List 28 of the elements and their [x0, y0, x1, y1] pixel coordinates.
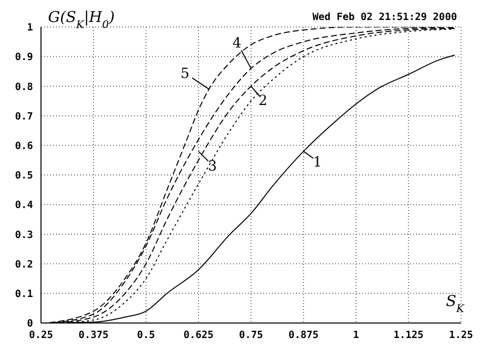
x-tick-label: 0.5	[136, 330, 156, 342]
x-tick-label: 0.375	[78, 330, 109, 342]
x-tick-label: 0.75	[238, 330, 264, 342]
x-tick-label: 1.125	[393, 330, 424, 342]
x-tick-label: 0.625	[183, 330, 214, 342]
annotation: 3	[208, 158, 217, 174]
annotation: 5	[180, 66, 190, 82]
y-tick-label: 0.9	[14, 52, 33, 64]
y-tick-label: 0.3	[14, 230, 33, 241]
x-tick-label: 0.875	[288, 330, 319, 342]
y-tick-label: 0	[26, 318, 33, 330]
y-tick-label: 0.5	[14, 170, 33, 182]
x-tick-label: 0.25	[28, 330, 54, 342]
x-tick-label: 1.25	[448, 330, 474, 342]
y-tick-label: 0.1	[14, 288, 33, 300]
x-tick-label: 1	[352, 330, 360, 342]
y-tick-label: 0.6	[14, 140, 33, 152]
y-tick-label: 1	[26, 22, 33, 34]
y-tick-label: 0.8	[14, 82, 33, 93]
annotation: 4	[232, 35, 242, 52]
y-tick-label: 0.2	[14, 259, 33, 270]
y-tick-label: 0.7	[14, 111, 33, 122]
annotation: 2	[258, 93, 268, 110]
y-axis-title: G(S$_{K}$|H$_{0}$)	[48, 8, 115, 31]
annotation: 1	[313, 154, 322, 170]
x-axis-title: S$_{K}$	[446, 292, 466, 315]
y-tick-label: 0.4	[14, 200, 33, 212]
text: Wed Feb 02 21:51:29 2000	[312, 12, 457, 23]
